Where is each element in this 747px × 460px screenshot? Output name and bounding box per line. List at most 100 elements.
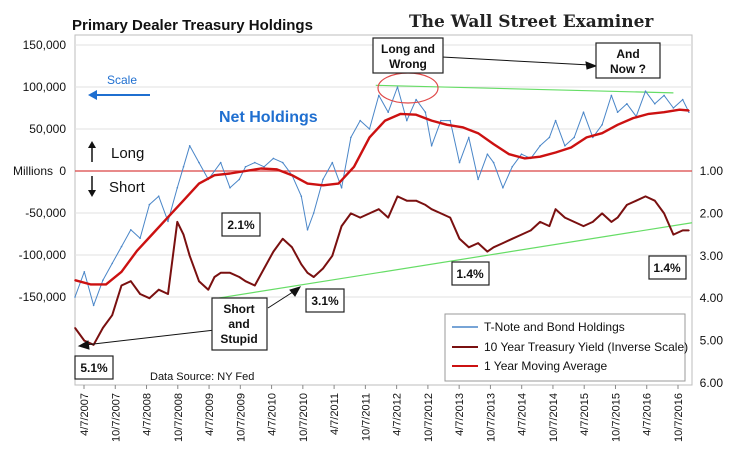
data-point-moving-average bbox=[291, 174, 293, 176]
data-point-holdings bbox=[681, 98, 684, 101]
trendline-holdings-resistance bbox=[375, 84, 674, 94]
annotation-box bbox=[305, 288, 345, 313]
data-point-yield bbox=[213, 276, 216, 278]
data-point-holdings bbox=[167, 220, 169, 223]
data-point-holdings bbox=[272, 157, 275, 160]
data-point-holdings bbox=[306, 229, 309, 231]
left-tick-label: -100,000 bbox=[19, 248, 67, 262]
data-point-yield bbox=[486, 250, 489, 253]
right-tick-label: 1.00 bbox=[700, 164, 724, 178]
data-source-label: Data Source: NY Fed bbox=[150, 371, 254, 383]
data-point-moving-average bbox=[244, 170, 247, 172]
data-point-holdings bbox=[564, 145, 566, 147]
data-point-yield bbox=[672, 233, 675, 236]
x-tick-label: 4/7/2011 bbox=[329, 393, 341, 435]
data-point-yield bbox=[644, 195, 647, 198]
data-point-holdings bbox=[263, 166, 265, 168]
x-tick-label: 4/7/2012 bbox=[392, 393, 404, 436]
data-point-yield bbox=[219, 272, 222, 274]
data-point-holdings bbox=[111, 262, 113, 265]
annotation-box bbox=[221, 212, 261, 237]
data-point-moving-average bbox=[647, 113, 650, 115]
scale-label: Scale bbox=[107, 73, 137, 87]
data-point-moving-average bbox=[260, 167, 262, 170]
data-point-yield bbox=[74, 327, 76, 329]
data-point-holdings bbox=[688, 111, 690, 113]
data-point-yield bbox=[300, 263, 303, 266]
data-point-holdings bbox=[430, 145, 433, 147]
x-tick-label: 10/7/2009 bbox=[235, 393, 247, 442]
data-point-yield bbox=[254, 284, 256, 287]
data-point-holdings bbox=[300, 195, 303, 197]
data-point-yield bbox=[663, 212, 665, 215]
annotation-text: 2.1% bbox=[227, 218, 255, 232]
data-point-yield bbox=[548, 225, 551, 227]
data-point-moving-average bbox=[461, 126, 464, 129]
data-point-moving-average bbox=[337, 182, 340, 185]
stupid-arrow-left-head bbox=[77, 340, 90, 350]
data-point-holdings bbox=[672, 107, 675, 109]
data-point-moving-average bbox=[213, 174, 216, 176]
series-layer bbox=[74, 86, 690, 346]
data-point-holdings bbox=[477, 178, 479, 181]
data-point-moving-average bbox=[585, 136, 588, 139]
data-point-holdings bbox=[176, 187, 179, 189]
data-point-holdings bbox=[396, 86, 399, 88]
annotation-long-and-wrong: Long and Wrong bbox=[372, 37, 444, 74]
data-point-moving-average bbox=[229, 172, 231, 175]
data-point-yield bbox=[415, 199, 417, 202]
data-point-yield bbox=[182, 233, 185, 236]
data-point-yield bbox=[626, 204, 628, 206]
annotation-line: Wrong bbox=[389, 57, 427, 71]
data-point-holdings bbox=[312, 212, 315, 214]
data-point-holdings bbox=[229, 187, 231, 189]
data-point-yield bbox=[322, 267, 324, 270]
data-point-yield bbox=[102, 327, 104, 329]
data-point-holdings bbox=[238, 178, 241, 181]
data-point-holdings bbox=[601, 124, 603, 126]
data-point-holdings bbox=[92, 304, 95, 307]
annotation-yield-1-4b: 1.4% bbox=[648, 255, 687, 280]
data-point-yield bbox=[582, 225, 585, 227]
data-point-moving-average bbox=[399, 113, 402, 115]
left-axis-unit-label: Millions bbox=[13, 164, 53, 178]
data-point-yield bbox=[511, 238, 513, 240]
data-point-moving-average bbox=[182, 199, 185, 202]
right-axis: 1.00 2.00 3.00 4.00 5.00 6.00 bbox=[700, 164, 724, 390]
data-point-yield bbox=[238, 276, 241, 278]
data-point-holdings bbox=[83, 271, 86, 273]
stupid-arrow-right bbox=[267, 289, 297, 309]
annotation-line: and bbox=[228, 317, 249, 331]
x-tick-label: 10/7/2008 bbox=[173, 393, 185, 442]
data-point-holdings bbox=[244, 166, 247, 168]
data-point-moving-average bbox=[663, 111, 665, 113]
long-label: Long bbox=[111, 145, 144, 162]
data-point-holdings bbox=[74, 296, 76, 298]
data-point-holdings bbox=[539, 145, 541, 147]
data-point-yield bbox=[198, 280, 200, 283]
data-point-yield bbox=[350, 212, 352, 215]
data-point-holdings bbox=[486, 153, 489, 155]
data-point-yield bbox=[539, 221, 541, 223]
x-tick-label: 10/7/2015 bbox=[610, 393, 622, 442]
annotation-text: 1.4% bbox=[456, 267, 484, 281]
data-point-holdings bbox=[644, 90, 647, 92]
brand-logo: The Wall Street Examiner bbox=[409, 12, 654, 32]
data-point-holdings bbox=[148, 203, 151, 206]
data-point-holdings bbox=[350, 136, 352, 139]
annotation-box bbox=[595, 42, 661, 79]
annotation-yield-1-4a: 1.4% bbox=[451, 261, 490, 286]
short-label: Short bbox=[109, 179, 146, 196]
data-point-yield bbox=[359, 216, 362, 219]
data-point-yield bbox=[654, 199, 656, 202]
data-point-holdings bbox=[182, 166, 185, 168]
data-point-holdings bbox=[573, 136, 575, 139]
data-point-holdings bbox=[120, 245, 123, 248]
data-point-yield bbox=[520, 233, 523, 236]
data-point-holdings bbox=[502, 187, 504, 189]
data-point-moving-average bbox=[446, 124, 448, 126]
data-point-moving-average bbox=[167, 216, 169, 218]
stupid-arrow-left bbox=[84, 329, 216, 346]
data-point-holdings bbox=[387, 111, 390, 113]
data-point-holdings bbox=[610, 94, 613, 97]
